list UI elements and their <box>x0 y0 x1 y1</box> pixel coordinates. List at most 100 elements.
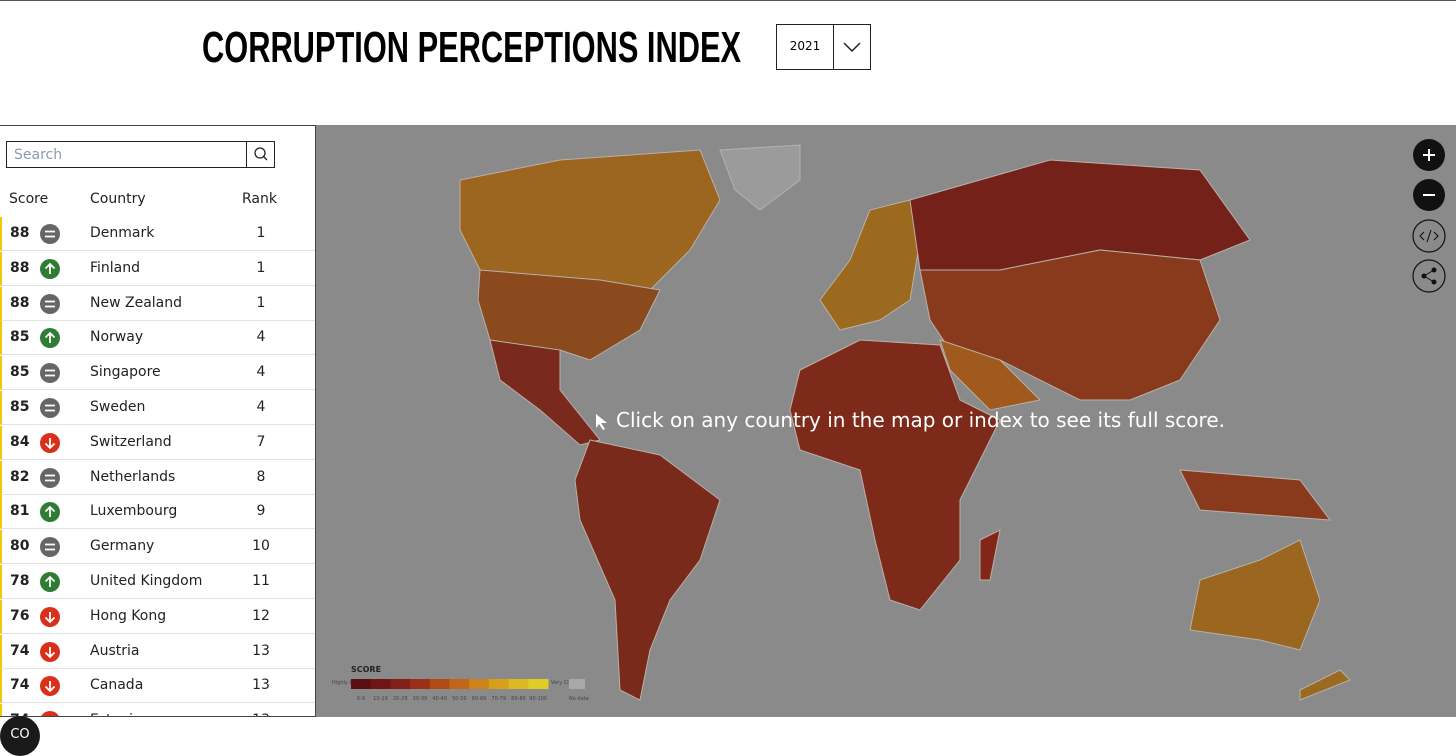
search-button[interactable] <box>246 141 275 168</box>
embed-icon <box>1419 229 1439 243</box>
index-row[interactable]: 85 Sweden 4 <box>0 391 315 425</box>
legend-title: SCORE <box>351 665 381 674</box>
index-row[interactable]: 74 Estonia 13 <box>0 704 315 717</box>
country-name: United Kingdom <box>90 573 203 589</box>
legend-bin-label: 70-79 <box>491 696 506 702</box>
score: 74 <box>10 712 29 716</box>
search-input[interactable]: Search <box>6 141 247 168</box>
countries[interactable] <box>459 144 1351 701</box>
search-icon <box>254 147 268 161</box>
zoom-in-icon <box>1423 149 1435 161</box>
rank: 11 <box>252 573 270 589</box>
map-hint: Click on any country in the map or index… <box>616 408 1225 432</box>
index-row[interactable]: 81 Luxembourg 9 <box>0 495 315 530</box>
index-row[interactable]: 85 Norway 4 <box>0 321 315 356</box>
country-name: Sweden <box>90 399 146 415</box>
trend-glyph <box>44 575 56 587</box>
legend: SCORE Highly Corrupt Very Clean No data … <box>332 665 589 702</box>
index-row[interactable]: 88 Finland 1 <box>0 251 315 286</box>
column-header[interactable]: Rank <box>242 191 277 207</box>
legend-bin-label: 30-39 <box>413 696 428 702</box>
trend-circle <box>40 363 60 384</box>
legend-bin-label: 50-59 <box>452 696 467 702</box>
cursor-icon <box>596 414 607 430</box>
legend-bin-label: 90-100 <box>529 696 547 702</box>
column-header[interactable]: Country <box>90 191 146 207</box>
score: 84 <box>10 433 30 450</box>
index-row[interactable]: 74 Canada 13 <box>0 669 315 704</box>
trend-icon <box>40 432 60 453</box>
index-row[interactable]: 78 United Kingdom 11 <box>0 565 315 599</box>
trend-circle <box>40 398 60 418</box>
score: 85 <box>10 329 30 346</box>
trend-circle <box>40 224 60 244</box>
score: 88 <box>10 294 30 311</box>
index-row[interactable]: 85 Singapore 4 <box>0 356 315 391</box>
trend-icon <box>40 293 60 314</box>
rank: 10 <box>252 538 270 555</box>
legend-bin-label: 60-69 <box>472 696 487 702</box>
score: 80 <box>10 538 30 555</box>
trend-glyph <box>44 646 56 658</box>
trend-icon <box>40 398 60 418</box>
trend-glyph <box>44 681 56 693</box>
share-icon <box>1421 267 1437 285</box>
trend-glyph <box>45 404 55 412</box>
legend-swatch <box>528 679 549 689</box>
dropdown-arrow <box>843 42 861 53</box>
rank: 8 <box>256 468 266 485</box>
year-dropdown[interactable]: 2021 <box>776 24 871 70</box>
rank: 7 <box>256 433 266 450</box>
footer-badge[interactable]: CO <box>0 716 40 756</box>
score: 78 <box>10 573 30 589</box>
trend-icon <box>40 676 60 697</box>
trend-icon <box>40 363 60 384</box>
index-row[interactable]: 76 Hong Kong 12 <box>0 599 315 634</box>
trend-glyph <box>45 543 55 551</box>
dropdown-divider <box>833 25 834 69</box>
legend-bin-label: 10-19 <box>373 696 388 702</box>
trend-glyph <box>45 300 55 307</box>
country-name: Estonia <box>90 712 142 716</box>
legend-swatch <box>410 679 431 689</box>
legend-swatch <box>469 679 490 689</box>
trend-circle <box>41 711 59 716</box>
trend-glyph <box>44 437 56 450</box>
trend-circle <box>40 467 60 488</box>
score: 85 <box>10 364 30 381</box>
rank: 9 <box>256 503 266 520</box>
country-name: Austria <box>90 642 140 659</box>
trend-icon <box>40 224 60 244</box>
index-row[interactable]: 88 Denmark 1 <box>0 217 315 251</box>
embed-button[interactable] <box>1412 219 1446 253</box>
legend-bin-label: 80-89 <box>511 696 526 702</box>
rank: 4 <box>256 364 266 381</box>
legend-swatch <box>351 679 372 689</box>
legend-swatch <box>508 679 529 689</box>
trend-glyph <box>45 230 55 238</box>
index-row[interactable]: 84 Switzerland 7 <box>0 425 315 460</box>
trend-glyph <box>45 474 55 481</box>
index-row[interactable]: 88 New Zealand 1 <box>0 286 315 321</box>
legend-bin-label: 0-9 <box>357 696 365 702</box>
index-row[interactable]: 74 Austria 13 <box>0 634 315 669</box>
index-row[interactable]: 80 Germany 10 <box>0 530 315 565</box>
column-header[interactable]: Score <box>9 191 49 207</box>
trend-icon <box>40 606 60 627</box>
trend-icon <box>40 641 60 662</box>
score: 82 <box>10 468 30 485</box>
country-name: Canada <box>90 677 144 694</box>
trend-glyph <box>44 262 56 274</box>
trend-icon <box>40 502 60 523</box>
trend-icon <box>40 572 60 592</box>
header: CORRUPTION PERCEPTIONS INDEX 2021 <box>0 0 1456 125</box>
legend-swatch <box>390 679 411 689</box>
share-button[interactable] <box>1412 259 1446 293</box>
trend-glyph <box>46 716 55 717</box>
country-name: Finland <box>90 259 141 276</box>
index-row[interactable]: 82 Netherlands 8 <box>0 460 315 495</box>
country-name: Denmark <box>90 225 155 241</box>
country-name: Switzerland <box>90 433 172 450</box>
country-name: Hong Kong <box>90 607 167 624</box>
